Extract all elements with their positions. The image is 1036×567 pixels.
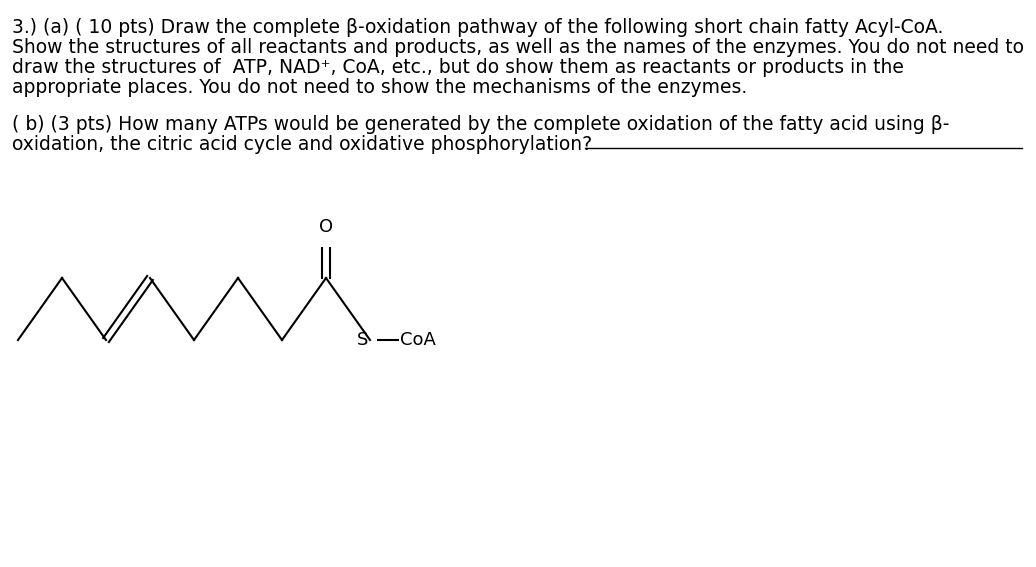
Text: oxidation, the citric acid cycle and oxidative phosphorylation?: oxidation, the citric acid cycle and oxi… — [12, 135, 593, 154]
Text: ( b) (3 pts) How many ATPs would be generated by the complete oxidation of the f: ( b) (3 pts) How many ATPs would be gene… — [12, 115, 949, 134]
Text: Show the structures of all reactants and products, as well as the names of the e: Show the structures of all reactants and… — [12, 38, 1024, 57]
Text: S: S — [356, 331, 368, 349]
Text: CoA: CoA — [400, 331, 436, 349]
Text: 3.) (a) ( 10 pts) Draw the complete β-oxidation pathway of the following short c: 3.) (a) ( 10 pts) Draw the complete β-ox… — [12, 18, 944, 37]
Text: O: O — [319, 218, 333, 236]
Text: draw the structures of  ATP, NAD⁺, CoA, etc., but do show them as reactants or p: draw the structures of ATP, NAD⁺, CoA, e… — [12, 58, 903, 77]
Text: appropriate places. You do not need to show the mechanisms of the enzymes.: appropriate places. You do not need to s… — [12, 78, 747, 97]
